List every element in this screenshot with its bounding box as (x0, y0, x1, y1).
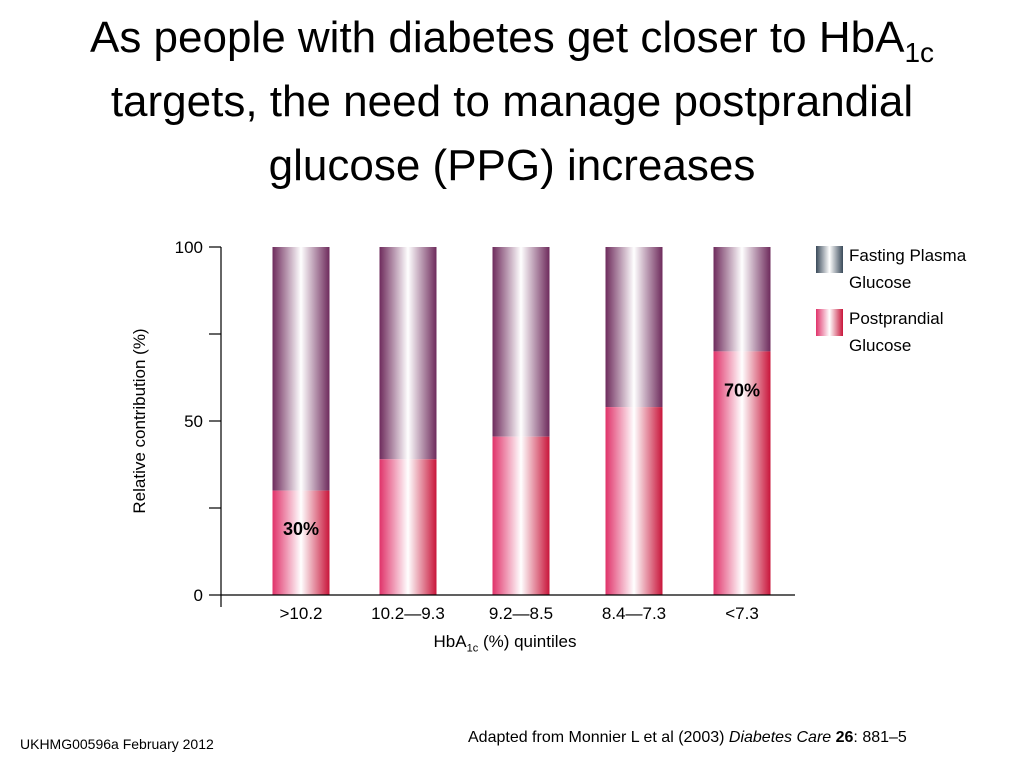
legend-swatch-ppg (816, 309, 843, 336)
y-tick-label-2: 50 (184, 412, 203, 431)
y-tick-label-4: 100 (175, 238, 203, 257)
x-tick-label-4: <7.3 (725, 604, 759, 623)
bar-fpg-1 (379, 247, 437, 460)
x-tick-label-0: >10.2 (279, 604, 322, 623)
bar-ppg-0 (272, 490, 330, 595)
title-line-2: targets, the need to manage postprandial (110, 77, 914, 126)
citation: Adapted from Monnier L et al (2003) Diab… (468, 729, 907, 746)
citation-volume: 26 (835, 729, 854, 746)
bar-ppg-2 (492, 436, 550, 595)
legend-label-ppg: Postprandial Glucose (849, 309, 944, 355)
title-line-3: glucose (PPG) increases (268, 141, 756, 190)
bar-ppg-4 (713, 351, 771, 595)
bar-ppg-1 (379, 459, 437, 595)
document-code: UKHMG00596a February 2012 (20, 736, 214, 752)
bar-ppg-3 (605, 407, 663, 595)
bar-fpg-4 (713, 247, 771, 352)
x-axis-title: HbA1c (%) quintiles (433, 632, 577, 655)
x-tick-label-3: 8.4—7.3 (602, 604, 666, 623)
slide-title: As people with diabetes get closer to Hb… (0, 6, 1024, 198)
bar-fpg-3 (605, 247, 663, 408)
legend-item-ppg: Postprandial Glucose (816, 309, 1016, 369)
citation-journal: Diabetes Care (728, 729, 832, 746)
data-label-4: 70% (724, 380, 760, 400)
y-axis-title: Relative contribution (%) (130, 328, 149, 513)
legend-swatch-fpg (816, 246, 843, 273)
title-line-1: As people with diabetes get closer to Hb… (89, 13, 935, 68)
bar-fpg-2 (492, 247, 550, 437)
legend-label-fpg: Fasting Plasma Glucose (849, 246, 967, 292)
data-label-0: 30% (283, 519, 319, 539)
legend-item-fpg: Fasting Plasma Glucose (816, 246, 1016, 306)
bar-fpg-0 (272, 247, 330, 491)
y-tick-label-0: 0 (194, 586, 203, 605)
x-tick-label-2: 9.2—8.5 (489, 604, 553, 623)
x-tick-label-1: 10.2—9.3 (371, 604, 445, 623)
